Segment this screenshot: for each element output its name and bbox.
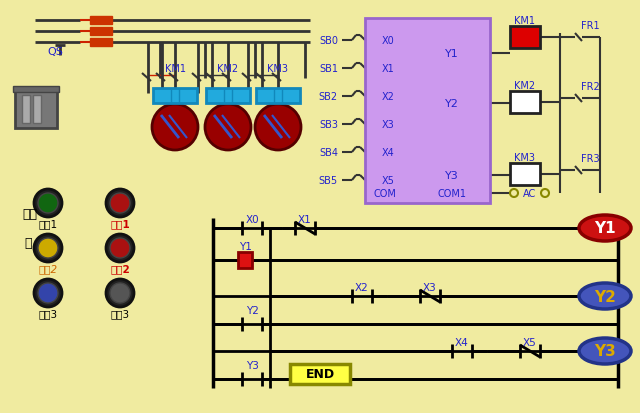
- Bar: [510, 92, 540, 114]
- Text: X1: X1: [298, 214, 312, 224]
- Bar: [15, 91, 57, 129]
- Text: KM2: KM2: [515, 81, 536, 91]
- Text: 启动1: 启动1: [38, 218, 58, 228]
- Text: KM1: KM1: [164, 64, 186, 74]
- Bar: [90, 28, 112, 36]
- Circle shape: [106, 235, 134, 262]
- Text: KM3: KM3: [515, 153, 536, 163]
- Ellipse shape: [579, 283, 631, 309]
- Text: FR2: FR2: [580, 82, 600, 92]
- Bar: [510, 164, 540, 185]
- Text: 启动3: 启动3: [38, 308, 58, 318]
- Text: 🔥: 🔥: [24, 237, 32, 250]
- Circle shape: [38, 238, 58, 259]
- Circle shape: [510, 190, 518, 197]
- Text: FR1: FR1: [580, 21, 599, 31]
- Text: X2: X2: [355, 282, 369, 292]
- Circle shape: [106, 279, 134, 307]
- Bar: [13, 87, 59, 93]
- Ellipse shape: [255, 105, 301, 151]
- Text: SB0: SB0: [319, 36, 338, 46]
- Bar: [238, 252, 252, 268]
- Text: Y1: Y1: [445, 49, 459, 59]
- Text: AC: AC: [524, 189, 536, 199]
- Text: SB5: SB5: [319, 176, 338, 185]
- Text: 停止3: 停止3: [111, 308, 129, 318]
- Text: Y3: Y3: [594, 344, 616, 358]
- Circle shape: [110, 238, 130, 259]
- Text: Y2: Y2: [246, 305, 259, 315]
- Text: 停止1: 停止1: [110, 218, 130, 228]
- Text: COM1: COM1: [438, 189, 467, 199]
- Bar: [90, 39, 112, 47]
- Bar: [153, 89, 197, 104]
- Text: KM2: KM2: [218, 64, 239, 74]
- Text: Y2: Y2: [445, 99, 459, 109]
- Bar: [33, 96, 41, 124]
- Bar: [22, 96, 30, 124]
- Text: X3: X3: [423, 282, 437, 292]
- Text: SB3: SB3: [319, 120, 338, 130]
- Text: 启动2: 启动2: [38, 263, 58, 273]
- Circle shape: [38, 283, 58, 303]
- Text: 停止2: 停止2: [110, 263, 130, 273]
- Text: Y2: Y2: [594, 289, 616, 304]
- Text: SB2: SB2: [319, 92, 338, 102]
- Circle shape: [38, 194, 58, 214]
- Text: Y3: Y3: [445, 171, 459, 180]
- Bar: [206, 89, 250, 104]
- Bar: [90, 17, 112, 25]
- Text: X0: X0: [245, 214, 259, 224]
- Text: X0: X0: [382, 36, 395, 46]
- Ellipse shape: [205, 105, 251, 151]
- Circle shape: [541, 190, 549, 197]
- Text: KM1: KM1: [515, 16, 536, 26]
- Text: X5: X5: [523, 337, 537, 347]
- Text: X1: X1: [382, 64, 395, 74]
- Circle shape: [110, 283, 130, 303]
- Text: COM: COM: [374, 189, 396, 199]
- Bar: [365, 19, 490, 204]
- Ellipse shape: [579, 216, 631, 242]
- Text: SB1: SB1: [319, 64, 338, 74]
- Text: Y3: Y3: [246, 360, 259, 370]
- Text: KM3: KM3: [268, 64, 289, 74]
- Text: X4: X4: [382, 147, 395, 158]
- Text: FR3: FR3: [580, 154, 599, 164]
- Text: Y1: Y1: [594, 221, 616, 236]
- Text: X2: X2: [382, 92, 395, 102]
- Circle shape: [110, 194, 130, 214]
- Text: QS: QS: [47, 47, 63, 57]
- Text: Y1: Y1: [239, 242, 252, 252]
- Circle shape: [106, 190, 134, 218]
- Text: X4: X4: [455, 337, 469, 347]
- Text: END: END: [305, 368, 335, 380]
- Circle shape: [34, 235, 62, 262]
- Bar: [510, 27, 540, 49]
- Bar: [290, 364, 350, 384]
- Circle shape: [34, 279, 62, 307]
- Text: 电源: 电源: [22, 207, 38, 220]
- Text: X3: X3: [382, 120, 395, 130]
- Text: X5: X5: [382, 176, 395, 185]
- Ellipse shape: [152, 105, 198, 151]
- Ellipse shape: [579, 338, 631, 364]
- Bar: [256, 89, 300, 104]
- Text: SB4: SB4: [319, 147, 338, 158]
- Circle shape: [34, 190, 62, 218]
